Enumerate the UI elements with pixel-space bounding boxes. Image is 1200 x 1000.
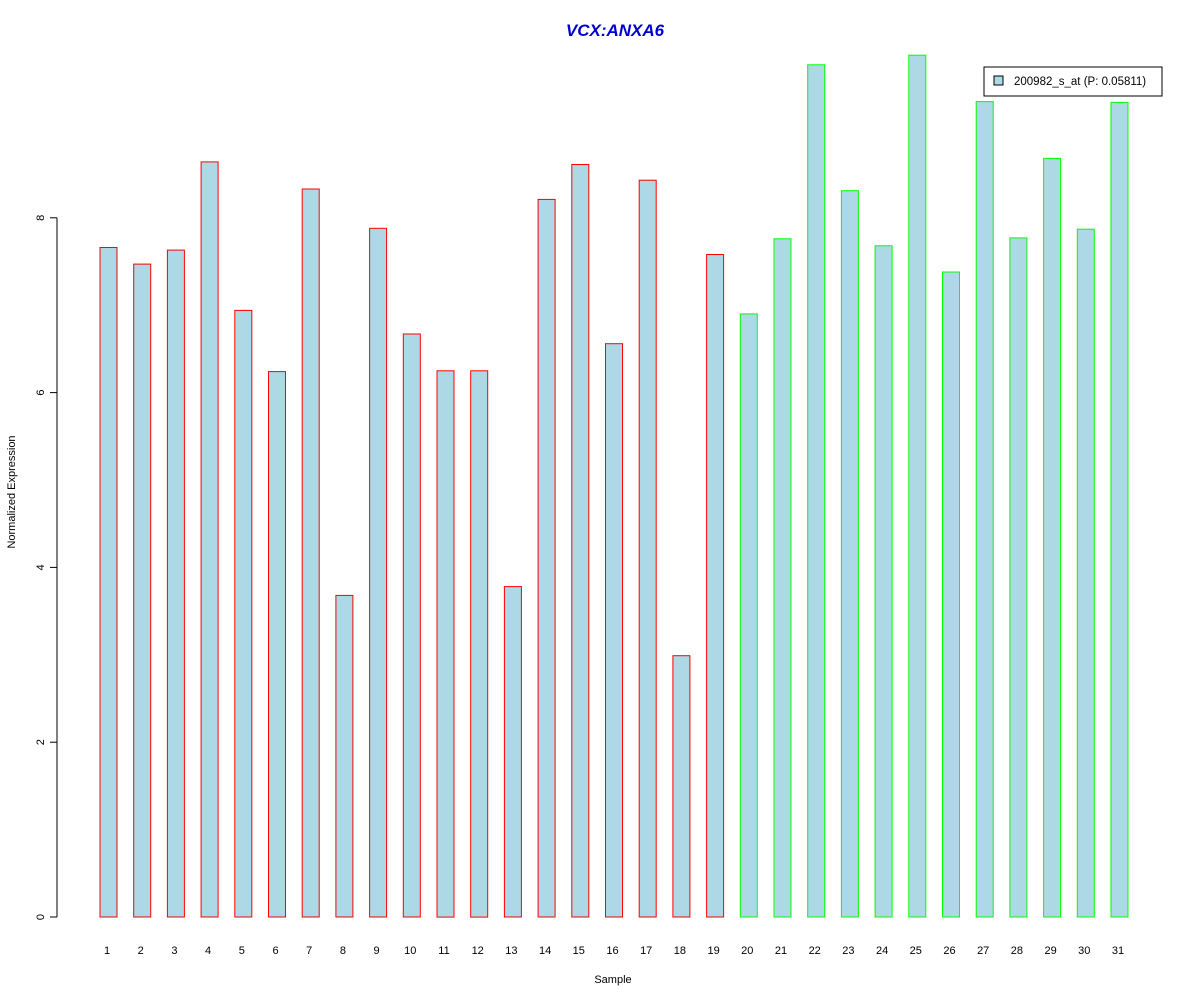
x-axis-label: Sample: [594, 974, 631, 986]
bar-sample-2: [133, 263, 152, 918]
bar-sample-15: [571, 164, 590, 918]
bar-sample-20: [739, 313, 758, 918]
bar-sample-30: [1076, 228, 1095, 918]
x-tick-label: 6: [272, 945, 278, 957]
legend-label: 200982_s_at (P: 0.05811): [1014, 76, 1146, 88]
bar-sample-8: [335, 594, 354, 918]
bar-sample-21: [773, 238, 792, 918]
x-tick-label: 4: [205, 945, 211, 957]
bar-sample-10: [402, 333, 421, 918]
bar-sample-29: [1043, 157, 1062, 918]
x-tick-label: 15: [573, 945, 585, 957]
x-tick-label: 14: [539, 945, 551, 957]
x-tick-label: 7: [306, 945, 312, 957]
x-tick-label: 12: [472, 945, 484, 957]
x-tick-label: 31: [1112, 945, 1124, 957]
bar-sample-6: [268, 371, 286, 918]
bar-sample-4: [200, 161, 219, 918]
bar-sample-13: [503, 586, 522, 918]
x-tick-label: 11: [438, 945, 449, 957]
bar-sample-16: [605, 343, 623, 918]
y-tick-label: 6: [35, 390, 47, 396]
bar-sample-7: [301, 188, 320, 918]
x-tick-label: 3: [171, 945, 177, 957]
bar-sample-22: [807, 64, 826, 918]
x-tick-label: 21: [775, 945, 787, 957]
x-tick-label: 30: [1078, 945, 1090, 957]
bar-sample-9: [369, 227, 388, 918]
chart-title: VCX:ANXA6: [566, 21, 665, 40]
bar-sample-24: [874, 245, 893, 918]
x-tick-label: 25: [910, 945, 922, 957]
y-axis: 0 2 4 6 8: [35, 215, 58, 920]
x-tick-label: 27: [977, 945, 989, 957]
bar-sample-28: [1009, 237, 1028, 918]
legend-swatch: [993, 75, 1004, 86]
bar-sample-27: [975, 101, 994, 918]
x-tick-label: 23: [842, 945, 854, 957]
x-tick-label: 13: [505, 945, 517, 957]
x-tick-label: 26: [943, 945, 955, 957]
x-tick-label: 19: [707, 945, 719, 957]
x-tick-label: 22: [809, 945, 821, 957]
y-axis-label: Normalized Expression: [6, 435, 18, 548]
bar-sample-11: [436, 370, 455, 918]
bar-sample-5: [234, 309, 253, 918]
legend-box: [983, 66, 1163, 97]
x-tick-label: 1: [104, 945, 110, 957]
x-tick-label: 29: [1044, 945, 1056, 957]
bar-sample-25: [908, 54, 927, 918]
bar-sample-23: [840, 190, 859, 918]
x-tick-labels: 1 2 3 4 5 6 7 8 9 10 11 12 13 14 15 16 17 18 19 20 21 22 23 24 2…: [104, 945, 1124, 957]
x-tick-label: 24: [876, 945, 888, 957]
x-tick-label: 18: [674, 945, 686, 957]
x-tick-label: 28: [1011, 945, 1023, 957]
x-tick-label: 8: [340, 945, 346, 957]
bar-sample-1: [99, 247, 118, 918]
x-tick-label: 16: [606, 945, 618, 957]
y-tick-label: 8: [35, 215, 47, 221]
bar-sample-17: [638, 179, 657, 918]
bar-sample-18: [672, 655, 691, 918]
y-tick-label: 2: [35, 739, 47, 745]
y-tick-label: 4: [35, 564, 47, 570]
x-tick-label: 17: [640, 945, 652, 957]
y-tick-label: 0: [35, 914, 47, 920]
bar-sample-19: [706, 254, 725, 918]
x-tick-label: 9: [374, 945, 380, 957]
x-tick-label: 2: [138, 945, 144, 957]
x-tick-label: 20: [741, 945, 753, 957]
bar-sample-26: [942, 271, 960, 918]
bars: [99, 54, 1129, 918]
bar-sample-14: [537, 198, 556, 918]
bar-sample-12: [470, 370, 489, 918]
x-tick-label: 5: [239, 945, 245, 957]
bar-sample-3: [166, 249, 185, 918]
x-tick-label: 10: [404, 945, 416, 957]
bar-sample-31: [1110, 101, 1129, 918]
legend: 200982_s_at (P: 0.05811): [983, 66, 1163, 97]
